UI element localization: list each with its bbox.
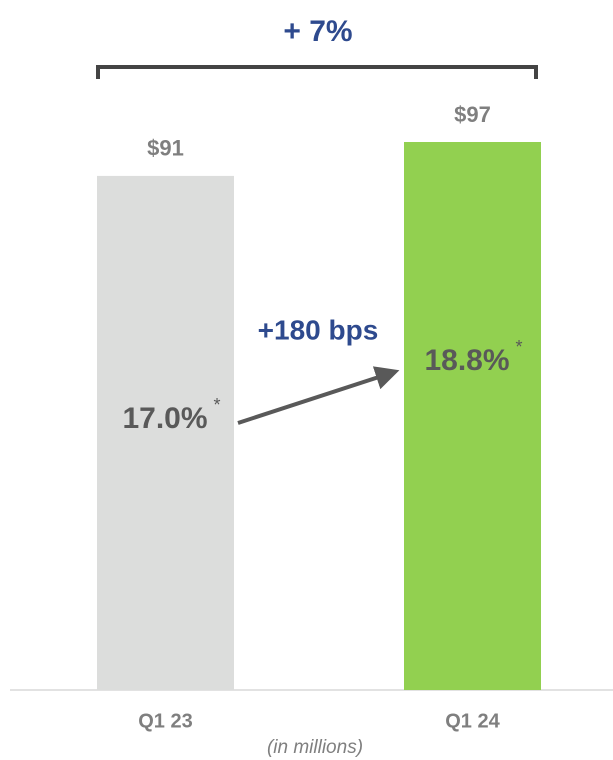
bar bbox=[404, 142, 541, 690]
unit-note: (in millions) bbox=[267, 737, 363, 758]
x-tick-label: Q1 24 bbox=[445, 710, 500, 732]
footnote-marker: * bbox=[213, 395, 220, 415]
change-annotation: +180 bps bbox=[258, 314, 379, 345]
value-label: $97 bbox=[454, 102, 491, 127]
value-label: $91 bbox=[147, 136, 184, 161]
chart-title: + 7% bbox=[283, 15, 352, 48]
margin-label: 18.8% bbox=[424, 344, 509, 377]
margin-label: 17.0% bbox=[122, 402, 207, 435]
footnote-marker: * bbox=[515, 337, 522, 357]
bar bbox=[97, 175, 234, 690]
bracket bbox=[96, 65, 538, 79]
x-tick-label: Q1 23 bbox=[138, 710, 192, 732]
change-arrow bbox=[237, 366, 400, 425]
